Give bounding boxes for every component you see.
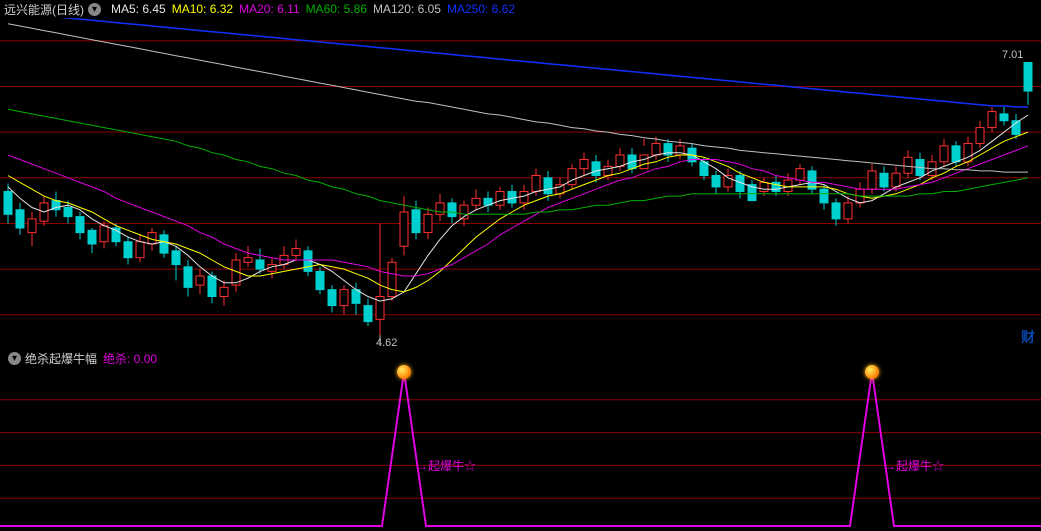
indicator-sub: 绝杀: 0.00 <box>103 350 157 367</box>
ma-legend-item: MA60: 5.86 <box>306 2 367 16</box>
ma-legend: MA5: 6.45 MA10: 6.32 MA20: 6.11 MA60: 5.86 M… <box>105 2 515 16</box>
price-header: 远兴能源(日线) ▾ MA5: 6.45 MA10: 6.32 MA20: 6.11… <box>0 0 1041 18</box>
ma-legend-item: MA120: 6.05 <box>373 2 441 16</box>
chevron-down-icon[interactable]: ▾ <box>88 3 101 16</box>
ma-legend-item: MA250: 6.62 <box>447 2 515 16</box>
indicator-chart-area[interactable]: →起爆牛☆ →起爆牛☆ <box>0 367 1041 531</box>
stock-title: 远兴能源(日线) <box>4 1 84 18</box>
spike-marker-icon <box>397 365 411 379</box>
price-panel: 远兴能源(日线) ▾ MA5: 6.45 MA10: 6.32 MA20: 6.11… <box>0 0 1041 349</box>
ma-legend-item: MA20: 6.11 <box>239 2 299 16</box>
price-chart-area[interactable]: 7.01 4.62 财 <box>0 18 1041 349</box>
indicator-title: 绝杀起爆牛幅 <box>25 350 97 367</box>
ma-legend-item: MA10: 6.32 <box>172 2 233 16</box>
price-high-label: 7.01 <box>1002 49 1023 61</box>
chevron-down-icon[interactable]: ▾ <box>8 352 21 365</box>
ma-legend-item: MA5: 6.45 <box>111 2 166 16</box>
spike-label: →起爆牛☆ <box>884 457 944 474</box>
spike-marker-icon <box>865 365 879 379</box>
indicator-header: ▾ 绝杀起爆牛幅 绝杀: 0.00 <box>0 349 1041 367</box>
spike-label: →起爆牛☆ <box>416 457 476 474</box>
indicator-panel: ▾ 绝杀起爆牛幅 绝杀: 0.00 →起爆牛☆ →起爆牛☆ <box>0 349 1041 531</box>
price-low-label: 4.62 <box>376 337 397 349</box>
cai-badge: 财 <box>1021 327 1035 347</box>
